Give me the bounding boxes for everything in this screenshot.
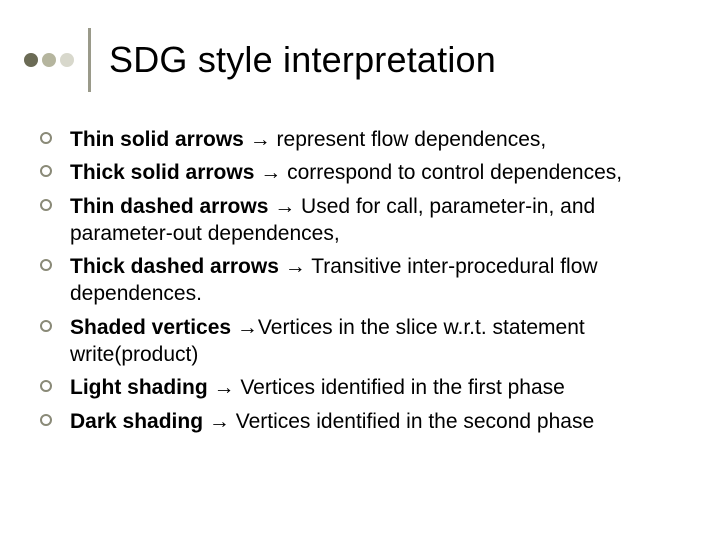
item-bold: Light shading: [70, 376, 208, 399]
header-dots: [24, 53, 74, 67]
item-rest: Vertices identified in the first phase: [240, 376, 565, 399]
arrow-icon: →: [244, 128, 277, 151]
item-text: Thick dashed arrows → Transitive inter-p…: [70, 253, 680, 308]
list-item: Shaded vertices →Vertices in the slice w…: [40, 314, 680, 369]
item-rest: represent flow dependences,: [277, 128, 547, 151]
item-text: Shaded vertices →Vertices in the slice w…: [70, 314, 680, 369]
item-rest: Vertices identified in the second phase: [236, 410, 594, 433]
bullet-icon: [40, 132, 52, 144]
item-text: Thick solid arrows → correspond to contr…: [70, 159, 622, 186]
arrow-icon: →: [254, 161, 287, 184]
dot-icon: [42, 53, 56, 67]
list-item: Dark shading → Vertices identified in th…: [40, 408, 680, 435]
item-bold: Thin solid arrows: [70, 128, 244, 151]
list-item: Thick solid arrows → correspond to contr…: [40, 159, 680, 186]
item-rest: correspond to control dependences,: [287, 161, 622, 184]
bullet-icon: [40, 320, 52, 332]
bullet-icon: [40, 259, 52, 271]
item-bold: Shaded vertices: [70, 316, 237, 339]
arrow-icon: →: [268, 195, 301, 218]
list-item: Thin solid arrows → represent flow depen…: [40, 126, 680, 153]
vertical-rule: [88, 28, 91, 92]
item-bold: Dark shading: [70, 410, 203, 433]
arrow-icon: →: [208, 376, 241, 399]
item-text: Light shading → Vertices identified in t…: [70, 374, 565, 401]
list-item: Light shading → Vertices identified in t…: [40, 374, 680, 401]
dot-icon: [24, 53, 38, 67]
list-item: Thin dashed arrows → Used for call, para…: [40, 193, 680, 248]
slide-content: Thin solid arrows → represent flow depen…: [24, 126, 680, 435]
item-text: Thin solid arrows → represent flow depen…: [70, 126, 546, 153]
arrow-icon: →: [279, 255, 311, 278]
item-bold: Thin dashed arrows: [70, 195, 268, 218]
bullet-icon: [40, 199, 52, 211]
bullet-icon: [40, 380, 52, 392]
slide: SDG style interpretation Thin solid arro…: [0, 0, 720, 540]
item-text: Dark shading → Vertices identified in th…: [70, 408, 594, 435]
item-text: Thin dashed arrows → Used for call, para…: [70, 193, 680, 248]
bullet-icon: [40, 165, 52, 177]
arrow-icon: →: [237, 316, 258, 339]
slide-header: SDG style interpretation: [24, 28, 680, 92]
bullet-icon: [40, 414, 52, 426]
arrow-icon: →: [203, 410, 236, 433]
list-item: Thick dashed arrows → Transitive inter-p…: [40, 253, 680, 308]
item-bold: Thick dashed arrows: [70, 255, 279, 278]
dot-icon: [60, 53, 74, 67]
slide-title: SDG style interpretation: [109, 39, 496, 81]
item-bold: Thick solid arrows: [70, 161, 254, 184]
